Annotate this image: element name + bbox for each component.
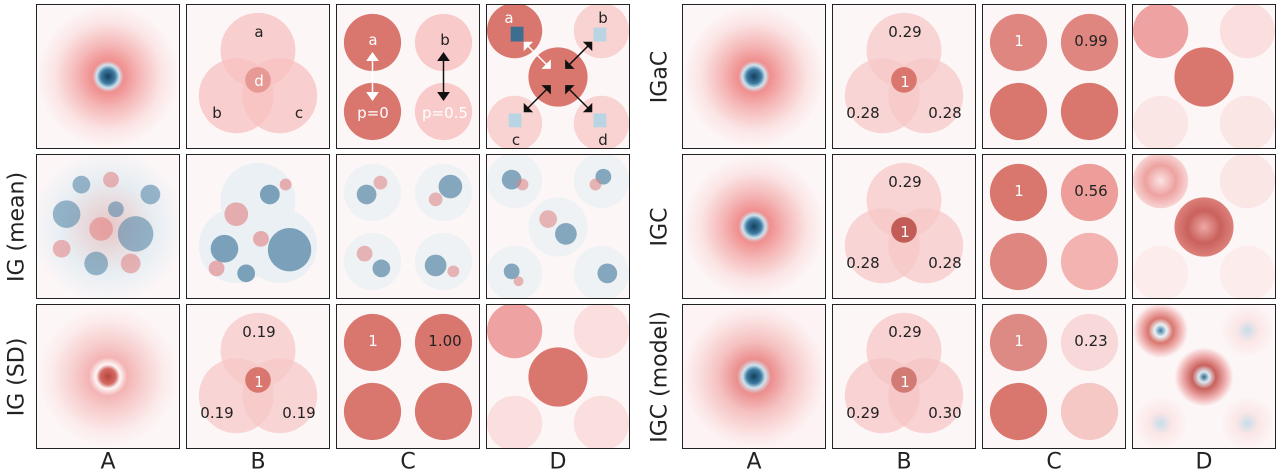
panel-igac-a bbox=[682, 4, 826, 149]
igc-venn-graphic bbox=[844, 162, 964, 284]
noise-venn-b bbox=[198, 162, 318, 284]
circle-label-p0: p=0 bbox=[357, 104, 389, 122]
cross-graphic bbox=[487, 5, 629, 148]
igac-venn-graphic bbox=[844, 12, 964, 134]
igc-model-c-b-value: 0.23 bbox=[1074, 332, 1108, 350]
igc-circles-graphic bbox=[989, 163, 1119, 291]
sd-c-a-value: 1 bbox=[368, 332, 378, 350]
sd-ring-graphic bbox=[37, 305, 179, 448]
col-label-d-right: D bbox=[1195, 449, 1213, 475]
panel-ig-sd-c: 1 1.00 bbox=[336, 304, 480, 449]
cross-label-d: d bbox=[598, 131, 608, 149]
sd-b-center-value: 1 bbox=[254, 373, 264, 391]
cross-label-b: b bbox=[598, 9, 608, 27]
venn-label-c: c bbox=[294, 104, 304, 122]
igac-b-center-value: 1 bbox=[900, 73, 910, 91]
igc-b-center-value: 1 bbox=[900, 223, 910, 241]
igac-b-top-value: 0.29 bbox=[888, 23, 922, 41]
panel-igc-c: 1 0.56 bbox=[982, 154, 1126, 299]
row-label-igc: IGC bbox=[647, 207, 673, 247]
panel-igc-b: 0.29 0.28 0.28 1 bbox=[832, 154, 976, 299]
col-label-c-left: C bbox=[400, 449, 416, 475]
igc-b-top-value: 0.29 bbox=[888, 173, 922, 191]
panel-igc-a bbox=[682, 154, 826, 299]
igc-model-ring-graphic bbox=[683, 305, 825, 448]
row-label-igc-model: IGC (model) bbox=[647, 311, 673, 443]
panel-schematic-a bbox=[36, 4, 180, 149]
igac-cross-graphic bbox=[1133, 5, 1275, 148]
panel-schematic-c: a b p=0 p=0.5 bbox=[336, 4, 480, 149]
venn-label-a: a bbox=[254, 23, 264, 41]
row-label-igac: IGaC bbox=[647, 50, 673, 104]
panel-ig-mean-a bbox=[36, 154, 180, 299]
sd-c-b-value: 1.00 bbox=[428, 332, 462, 350]
panel-schematic-b: a b c d bbox=[186, 4, 330, 149]
circles-graphic bbox=[343, 13, 473, 141]
panel-ig-mean-d bbox=[486, 154, 630, 299]
row-label-ig-mean: IG (mean) bbox=[4, 171, 30, 283]
cross-label-c: c bbox=[511, 131, 521, 149]
igac-circles-graphic bbox=[989, 13, 1119, 141]
col-label-b-right: B bbox=[896, 449, 912, 475]
igac-b-right-value: 0.28 bbox=[928, 104, 962, 122]
igc-model-venn-graphic bbox=[844, 312, 964, 434]
igc-cross-graphic bbox=[1133, 155, 1275, 298]
col-label-a-right: A bbox=[746, 449, 762, 475]
igc-model-circles-graphic bbox=[989, 313, 1119, 441]
sd-circles-graphic bbox=[343, 313, 473, 441]
panel-ig-sd-b: 0.19 0.19 0.19 1 bbox=[186, 304, 330, 449]
cross-label-a: a bbox=[504, 9, 514, 27]
igc-ring-graphic bbox=[683, 155, 825, 298]
panel-ig-sd-d bbox=[486, 304, 630, 449]
igc-model-c-a-value: 1 bbox=[1014, 332, 1024, 350]
venn-label-d: d bbox=[254, 72, 264, 90]
igc-b-left-value: 0.28 bbox=[846, 254, 880, 272]
noise-circles-c bbox=[343, 163, 473, 291]
igc-c-a-value: 1 bbox=[1014, 182, 1024, 200]
igac-c-a-value: 1 bbox=[1014, 32, 1024, 50]
venn-graphic bbox=[198, 12, 318, 134]
sd-venn-graphic bbox=[198, 312, 318, 434]
igc-b-right-value: 0.28 bbox=[928, 254, 962, 272]
sd-cross-graphic bbox=[487, 305, 629, 448]
sd-b-right-value: 0.19 bbox=[282, 404, 316, 422]
circle-label-p05: p=0.5 bbox=[422, 104, 468, 122]
igac-c-b-value: 0.99 bbox=[1074, 32, 1108, 50]
igc-model-cross-graphic bbox=[1133, 305, 1275, 448]
panel-igc-d bbox=[1132, 154, 1276, 299]
igc-model-b-left-value: 0.29 bbox=[846, 404, 880, 422]
panel-igac-b: 0.29 0.28 0.28 1 bbox=[832, 4, 976, 149]
circle-label-b: b bbox=[440, 31, 450, 49]
noise-cross-d bbox=[487, 155, 629, 298]
col-label-a-left: A bbox=[100, 449, 116, 475]
noise-map-a bbox=[37, 155, 179, 298]
igc-model-b-center-value: 1 bbox=[900, 373, 910, 391]
igc-model-b-top-value: 0.29 bbox=[888, 323, 922, 341]
panel-igc-model-a bbox=[682, 304, 826, 449]
igac-ring-graphic bbox=[683, 5, 825, 148]
panel-igac-c: 1 0.99 bbox=[982, 4, 1126, 149]
panel-ig-mean-c bbox=[336, 154, 480, 299]
panel-schematic-d: a b c d bbox=[486, 4, 630, 149]
panel-igc-model-b: 0.29 0.29 0.30 1 bbox=[832, 304, 976, 449]
circle-label-a: a bbox=[368, 31, 378, 49]
venn-label-b: b bbox=[212, 104, 222, 122]
panel-igc-model-d bbox=[1132, 304, 1276, 449]
col-label-d-left: D bbox=[549, 449, 567, 475]
col-label-b-left: B bbox=[250, 449, 266, 475]
row-label-ig-sd: IG (SD) bbox=[4, 337, 30, 417]
igc-c-b-value: 0.56 bbox=[1074, 182, 1108, 200]
igac-b-left-value: 0.28 bbox=[846, 104, 880, 122]
panel-igac-d bbox=[1132, 4, 1276, 149]
gaussian-ring-graphic bbox=[37, 5, 179, 148]
panel-ig-sd-a bbox=[36, 304, 180, 449]
sd-b-left-value: 0.19 bbox=[200, 404, 234, 422]
panel-ig-mean-b bbox=[186, 154, 330, 299]
panel-igc-model-c: 1 0.23 bbox=[982, 304, 1126, 449]
igc-model-b-right-value: 0.30 bbox=[928, 404, 962, 422]
sd-b-top-value: 0.19 bbox=[242, 323, 276, 341]
col-label-c-right: C bbox=[1046, 449, 1062, 475]
